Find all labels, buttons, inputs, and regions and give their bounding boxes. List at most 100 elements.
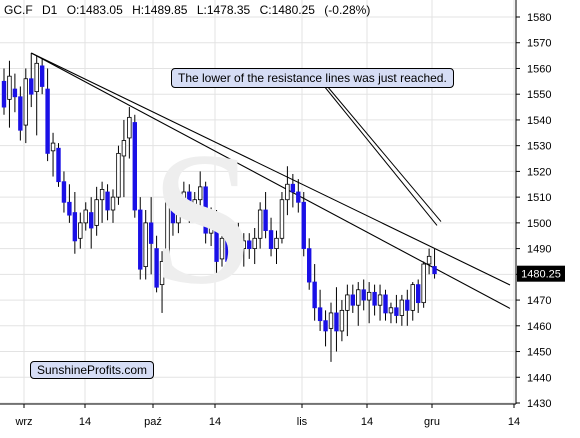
quote-header: GC.F D1 O:1483.05 H:1489.85 L:1478.35 C:… [4,3,376,17]
candle-body [148,222,154,244]
candle-body [296,191,301,203]
candle-body [421,263,426,304]
y-tick-label: 1560 [527,63,551,75]
candle-body [290,183,296,193]
candle-body [29,78,34,95]
y-tick-label: 1490 [527,244,551,256]
candle-body [301,201,306,249]
candle-body [105,191,110,211]
candle-body [34,62,39,93]
candle-body [285,183,290,201]
candles [1,53,437,362]
candle-body [230,243,236,262]
candle-body [377,294,383,306]
candle-body [50,142,56,152]
candle-body [236,243,241,250]
candle-body [432,266,437,275]
y-tick-label: 1570 [527,38,551,50]
symbol: GC.F [4,3,33,17]
high-value: H:1489.85 [132,3,188,17]
period: D1 [42,3,58,17]
x-tick-label: 14 [79,416,91,428]
x-tick-label: gru [424,416,440,428]
candle-body [383,294,388,314]
candle-body [312,281,317,309]
candle-body [159,261,165,286]
candle-body [181,191,187,203]
candle-body [323,320,328,332]
candle-body [1,80,7,108]
y-tick-label: 1520 [527,166,551,178]
x-tick-label: paź [144,416,162,428]
candle-body [306,248,312,283]
resistance-line [30,52,511,309]
candle-body [279,199,285,239]
y-tick-label: 1580 [527,12,551,24]
candle-body [317,307,323,322]
annotation-callout: The lower of the resistance lines was ju… [171,68,454,88]
candle-body [328,312,334,329]
candle-body [203,186,208,234]
y-tick-label: 1460 [527,321,551,333]
candle-body [334,312,339,332]
candle-body [138,209,143,270]
x-tick-label: lis [297,416,308,428]
candle-body [263,209,268,231]
grid [0,0,516,404]
candle-body [39,65,45,87]
candle-body [56,147,61,183]
candle-body [143,222,148,268]
candle-body [361,289,366,301]
candle-body [339,309,345,332]
y-tick-label: 1510 [527,192,551,204]
candle-body [116,152,121,198]
candle-body [132,122,137,211]
candle-body [170,199,176,224]
last-price-marker [517,265,565,282]
candle-body [225,237,230,262]
candle-body [89,212,94,229]
candle-body [399,299,405,316]
y-tick-label: 1440 [527,372,551,384]
candle-body [247,240,252,250]
candle-body [268,230,274,250]
y-tick-label: 1540 [527,115,551,127]
change-value: (-0.28%) [324,3,371,17]
candle-body [426,255,432,265]
candle-body [127,116,132,139]
candle-body [208,217,214,234]
candle-body [99,189,105,201]
annotation-pointer [326,85,442,222]
candle-body [7,75,12,100]
candle-body [12,88,18,98]
candle-body [192,199,197,216]
candle-body [214,217,219,262]
candle-body [61,181,67,203]
close-value: C:1480.25 [259,3,315,17]
candle-body [388,307,394,314]
y-tick-label: 1450 [527,347,551,359]
candle-body [23,78,28,126]
candle-body [372,291,377,306]
x-tick-label: wrz [14,416,32,428]
candle-body [154,248,159,288]
candle-body [94,199,99,226]
candle-body [410,284,415,311]
annotation-pointer [323,85,438,226]
candle-body [257,209,263,239]
open-value: O:1483.05 [66,3,123,17]
candle-body [252,237,257,250]
candle-body [165,201,170,262]
candle-body [394,307,399,316]
y-tick-label: 1470 [527,295,551,307]
candle-body [18,96,23,131]
candle-body [45,88,50,154]
candle-body [72,212,78,242]
y-tick-label: 1500 [527,218,551,230]
candle-body [197,186,203,201]
candle-body [241,240,246,250]
candle-body [78,222,83,239]
x-tick-label: 14 [209,416,221,428]
candle-body [110,196,116,211]
